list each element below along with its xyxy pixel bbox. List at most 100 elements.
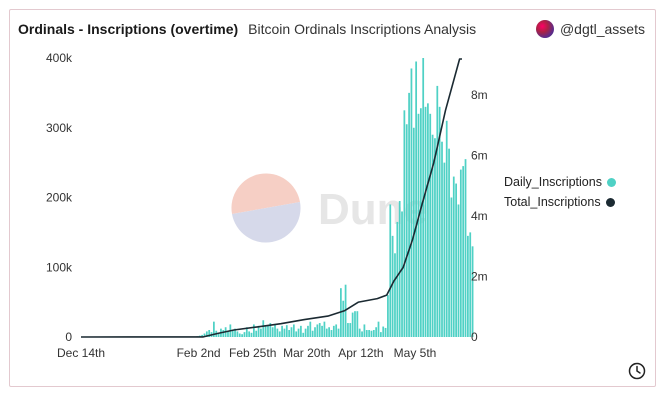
total-line <box>80 58 462 338</box>
daily-bar <box>201 334 203 337</box>
legend-item-total[interactable]: Total_Inscriptions <box>504 192 616 212</box>
daily-bar <box>469 232 472 338</box>
x-tick-label: Mar 20th <box>283 346 330 360</box>
legend-item-daily[interactable]: Daily_Inscriptions <box>504 172 616 192</box>
daily-bar <box>252 324 255 337</box>
daily-bar <box>278 331 281 337</box>
daily-bar <box>297 328 300 337</box>
daily-bar <box>471 246 474 337</box>
daily-bar <box>328 327 330 337</box>
daily-bar <box>464 159 467 337</box>
daily-bar <box>302 332 305 337</box>
daily-bar <box>431 134 434 337</box>
daily-bar <box>441 141 443 337</box>
daily-bar <box>314 327 316 337</box>
daily-bar <box>436 85 439 338</box>
chart-subtitle: Bitcoin Ordinals Inscriptions Analysis <box>248 21 477 37</box>
daily-bar <box>257 325 260 337</box>
daily-bar <box>424 106 427 337</box>
daily-bar <box>372 330 375 337</box>
dune-watermark: Dune <box>231 173 428 243</box>
daily-bar <box>332 325 335 337</box>
daily-bar <box>274 324 276 337</box>
daily-bar <box>429 113 432 337</box>
daily-bar <box>457 204 460 337</box>
daily-bar <box>358 328 361 337</box>
y-right-tick-label: 6m <box>471 149 488 163</box>
daily-bar <box>208 330 211 337</box>
daily-bar <box>243 332 246 337</box>
daily-bar <box>377 321 380 337</box>
y-left-tick-label: 200k <box>46 191 73 205</box>
daily-bar <box>389 204 392 337</box>
daily-bar <box>304 328 307 337</box>
watermark-logo-top <box>231 173 300 214</box>
x-tick-label: Feb 2nd <box>177 346 221 360</box>
daily-bar <box>309 321 312 337</box>
daily-bar <box>405 124 408 337</box>
chart-header: Ordinals - Inscriptions (overtime) Bitco… <box>18 18 645 40</box>
legend-label-total: Total_Inscriptions <box>504 195 601 209</box>
daily-bar <box>434 138 436 337</box>
daily-bar <box>255 330 258 337</box>
daily-bar <box>382 326 385 337</box>
daily-bar <box>234 328 236 337</box>
daily-bar <box>391 235 394 337</box>
daily-bar <box>325 328 328 337</box>
watermark-logo-bottom <box>232 202 301 243</box>
daily-bar <box>262 320 265 337</box>
daily-bar <box>363 324 366 337</box>
daily-bar <box>288 330 291 337</box>
daily-bar <box>462 166 465 337</box>
daily-bar <box>387 295 389 337</box>
daily-bar <box>455 183 457 337</box>
daily-bar <box>227 331 229 337</box>
daily-bar <box>311 330 314 337</box>
daily-bar <box>316 324 319 337</box>
daily-bar <box>250 332 253 337</box>
daily-bar <box>417 113 420 337</box>
daily-bar <box>205 331 208 337</box>
daily-bar <box>370 330 373 337</box>
daily-bar <box>241 334 243 337</box>
daily-bar <box>267 325 269 337</box>
x-tick-label: Apr 12th <box>338 346 383 360</box>
daily-bar <box>295 331 298 337</box>
daily-bar <box>264 325 267 337</box>
daily-bar <box>356 311 359 337</box>
daily-bar <box>342 300 345 337</box>
daily-bar <box>365 330 368 337</box>
daily-bar <box>260 328 262 337</box>
daily-bar <box>415 61 418 338</box>
y-right-tick-label: 0 <box>471 330 478 344</box>
daily-bar <box>281 325 283 337</box>
y-left-tick-label: 100k <box>46 260 73 274</box>
daily-bar <box>285 325 288 337</box>
y-right-tick-label: 2m <box>471 270 488 284</box>
daily-bar <box>419 108 422 337</box>
daily-bar <box>318 323 321 337</box>
chart-axes: 0 100k 200k 300k 400k 0 2m 4m 6m 8m Dec 14th Feb 2n… <box>46 51 488 360</box>
avatar <box>535 20 554 38</box>
y-left-tick-label: 0 <box>65 330 72 344</box>
daily-bar <box>269 323 272 337</box>
daily-bar <box>290 327 293 337</box>
daily-bar <box>276 328 279 337</box>
y-right-tick-label: 4m <box>471 209 488 223</box>
daily-bar <box>448 148 450 337</box>
chart-card: Ordinals - Inscriptions (overtime) Bitco… <box>9 9 656 387</box>
daily-bar <box>292 324 295 337</box>
daily-bar <box>217 332 220 337</box>
daily-bar <box>467 235 469 337</box>
legend-dot-daily <box>606 177 616 187</box>
daily-bar <box>238 333 241 337</box>
clock-icon[interactable] <box>628 362 646 380</box>
legend: Daily_Inscriptions Total_Inscriptions <box>504 172 616 212</box>
daily-bar <box>394 253 396 337</box>
daily-bar <box>213 321 215 337</box>
daily-bar <box>236 331 239 337</box>
daily-bar <box>396 221 399 337</box>
daily-bar <box>375 327 378 337</box>
daily-bar <box>337 328 340 337</box>
author-link[interactable]: @dgtl_assets <box>535 20 645 38</box>
